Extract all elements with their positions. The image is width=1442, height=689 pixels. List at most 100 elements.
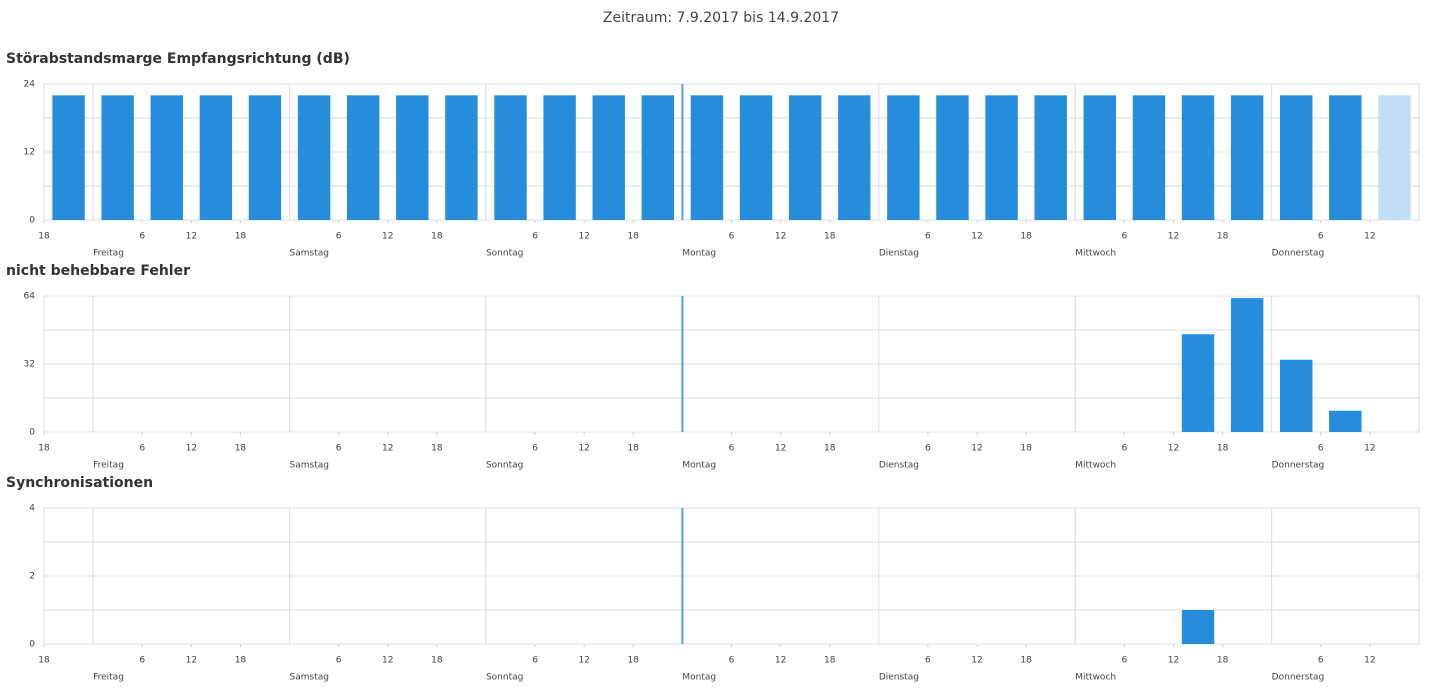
x-tick-label: 6: [925, 444, 931, 454]
bar: [887, 95, 920, 220]
x-tick-label: 12: [578, 232, 589, 242]
plot-frame: [43, 83, 1420, 221]
x-tick-label: 18: [1217, 232, 1229, 242]
bar: [1230, 298, 1264, 432]
day-label: Samstag: [290, 461, 329, 471]
x-tick-label: 18: [431, 232, 443, 242]
day-label: Donnerstag: [1272, 461, 1325, 471]
x-tick-label: 18: [431, 656, 443, 666]
bar: [788, 95, 822, 220]
bar: [199, 95, 233, 220]
x-tick-label: 18: [628, 232, 640, 242]
x-tick-label: 12: [1364, 656, 1375, 666]
bar: [248, 95, 282, 220]
x-tick-label: 12: [186, 656, 197, 666]
x-tick-label: 12: [186, 232, 197, 242]
x-tick-label: 6: [532, 444, 538, 454]
x-tick-label: 6: [1121, 232, 1127, 242]
x-tick-label: 12: [971, 444, 982, 454]
day-label: Sonntag: [486, 249, 523, 259]
bar: [739, 95, 773, 220]
day-label: Dienstag: [879, 673, 919, 683]
bar: [838, 95, 871, 220]
x-tick-label: 18: [1020, 444, 1032, 454]
plot-frame: [43, 507, 1420, 645]
x-tick-label: 18: [1020, 232, 1032, 242]
day-label: Sonntag: [486, 673, 523, 683]
bar: [396, 95, 429, 220]
y-tick-label: 0: [29, 428, 35, 438]
x-tick-label: 12: [1364, 232, 1375, 242]
bar: [1034, 95, 1067, 220]
x-tick-label: 12: [1168, 232, 1179, 242]
bar: [1280, 359, 1313, 432]
x-tick-label: 18: [235, 232, 247, 242]
x-tick-label: 6: [729, 232, 735, 242]
bar: [1329, 410, 1362, 432]
bar: [936, 95, 969, 220]
x-tick-label: 6: [925, 232, 931, 242]
x-tick-label: 12: [1364, 444, 1375, 454]
day-label: Dienstag: [879, 249, 919, 259]
bar: [1280, 95, 1313, 220]
page-title: Zeitraum: 7.9.2017 bis 14.9.2017: [603, 10, 839, 26]
bar: [1230, 95, 1264, 220]
y-tick-label: 0: [29, 216, 35, 226]
bar: [150, 95, 183, 220]
x-tick-label: 6: [336, 232, 342, 242]
x-tick-label: 6: [139, 656, 145, 666]
day-label: Samstag: [290, 249, 329, 259]
day-label: Mittwoch: [1075, 673, 1116, 683]
bar: [592, 95, 625, 220]
day-label: Montag: [682, 249, 716, 259]
bar: [690, 95, 724, 220]
day-label: Sonntag: [486, 461, 523, 471]
x-tick-label: 6: [729, 656, 735, 666]
bar: [297, 95, 331, 220]
bar: [494, 95, 527, 220]
x-tick-label: 12: [775, 656, 786, 666]
bar: [52, 95, 85, 220]
x-tick-label: 12: [775, 444, 786, 454]
x-tick-label: 12: [578, 444, 589, 454]
x-tick-label: 18: [235, 656, 247, 666]
day-label: Freitag: [93, 673, 124, 683]
day-label: Montag: [682, 461, 716, 471]
x-tick-label: 6: [1318, 444, 1324, 454]
day-label: Mittwoch: [1075, 461, 1116, 471]
y-tick-label: 24: [24, 80, 36, 90]
chart-title: Störabstandsmarge Empfangsrichtung (dB): [6, 51, 350, 67]
x-tick-label: 18: [1020, 656, 1032, 666]
bar: [1378, 95, 1411, 220]
bar: [543, 95, 576, 220]
x-tick-label: 6: [1121, 656, 1127, 666]
chart-title: nicht behebbare Fehler: [6, 263, 190, 279]
x-tick-label: 18: [38, 232, 50, 242]
bar: [101, 95, 134, 220]
x-tick-label: 6: [532, 656, 538, 666]
x-tick-label: 6: [139, 232, 145, 242]
bar: [1181, 610, 1215, 644]
x-tick-label: 6: [336, 656, 342, 666]
x-tick-label: 12: [1168, 444, 1179, 454]
x-tick-label: 18: [628, 444, 640, 454]
day-label: Montag: [682, 673, 716, 683]
x-tick-label: 18: [824, 656, 836, 666]
bar: [641, 95, 675, 220]
bar: [985, 95, 1018, 220]
x-tick-label: 18: [1217, 656, 1229, 666]
x-tick-label: 6: [925, 656, 931, 666]
x-tick-label: 6: [1121, 444, 1127, 454]
y-tick-label: 2: [29, 572, 35, 582]
x-tick-label: 6: [139, 444, 145, 454]
bar: [1181, 334, 1215, 432]
x-tick-label: 12: [382, 444, 393, 454]
y-tick-label: 0: [29, 640, 35, 650]
x-tick-label: 12: [186, 444, 197, 454]
x-tick-label: 18: [628, 656, 640, 666]
x-tick-label: 12: [578, 656, 589, 666]
x-tick-label: 12: [775, 232, 786, 242]
x-tick-label: 6: [1318, 656, 1324, 666]
day-label: Freitag: [93, 461, 124, 471]
day-label: Mittwoch: [1075, 249, 1116, 259]
